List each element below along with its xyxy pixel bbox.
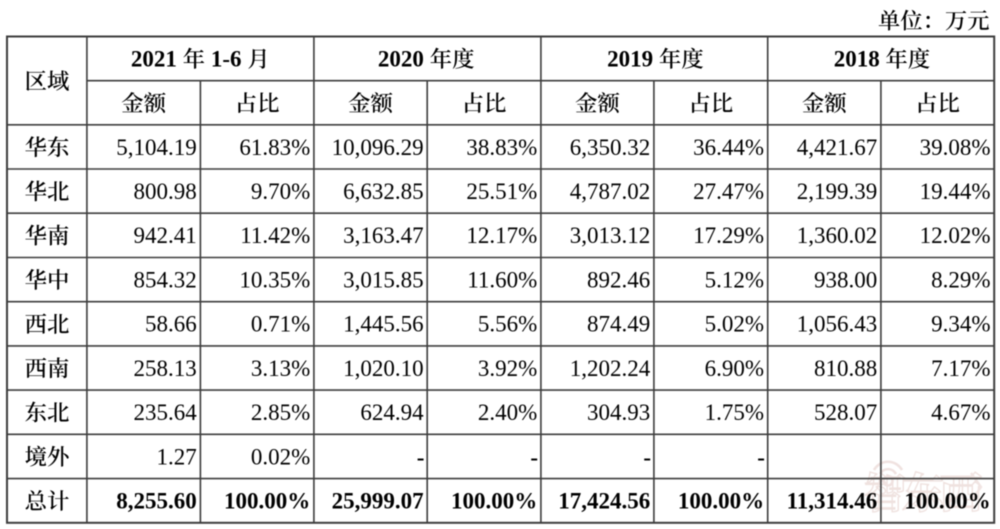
svg-text:874.49: 874.49 — [587, 312, 650, 337]
svg-text:528.07: 528.07 — [814, 400, 877, 425]
svg-text:6.90%: 6.90% — [705, 356, 764, 381]
svg-text:2018: 2018 — [834, 47, 886, 72]
svg-text:3,013.12: 3,013.12 — [570, 223, 651, 248]
svg-text:11,314.46: 11,314.46 — [787, 489, 878, 514]
svg-text:2019: 2019 — [607, 47, 659, 72]
svg-text:5.56%: 5.56% — [478, 312, 537, 337]
svg-text:1,445.56: 1,445.56 — [343, 312, 424, 337]
svg-text:36.44%: 36.44% — [693, 135, 764, 160]
svg-text:2020: 2020 — [378, 47, 430, 72]
svg-text:1.27: 1.27 — [157, 444, 197, 469]
svg-text:1-6: 1-6 — [205, 47, 247, 72]
svg-text:1.75%: 1.75% — [705, 400, 764, 425]
svg-text:304.93: 304.93 — [587, 400, 650, 425]
svg-text:11.60%: 11.60% — [467, 268, 537, 293]
svg-text:-: - — [530, 445, 538, 470]
svg-text:6,632.85: 6,632.85 — [343, 179, 424, 204]
svg-text:2.40%: 2.40% — [478, 400, 537, 425]
svg-text:624.94: 624.94 — [360, 400, 424, 425]
svg-text:4,421.67: 4,421.67 — [797, 135, 878, 160]
svg-text:3.13%: 3.13% — [251, 356, 310, 381]
svg-text:6,350.32: 6,350.32 — [570, 135, 651, 160]
svg-text:27.47%: 27.47% — [693, 179, 764, 204]
svg-text:58.66: 58.66 — [145, 312, 197, 337]
svg-text:1,056.43: 1,056.43 — [797, 312, 878, 337]
svg-text:17,424.56: 17,424.56 — [558, 489, 650, 514]
svg-text:12.02%: 12.02% — [920, 223, 991, 248]
svg-text:100.00%: 100.00% — [904, 489, 990, 514]
svg-text:-: - — [417, 445, 425, 470]
svg-text:10,096.29: 10,096.29 — [332, 135, 424, 160]
svg-text:258.13: 258.13 — [134, 356, 197, 381]
svg-text:2.85%: 2.85% — [251, 400, 310, 425]
svg-text:100.00%: 100.00% — [451, 489, 537, 514]
svg-text:25.51%: 25.51% — [466, 179, 537, 204]
svg-text:5.02%: 5.02% — [705, 312, 764, 337]
svg-text:3.92%: 3.92% — [478, 356, 537, 381]
svg-text:235.64: 235.64 — [134, 400, 198, 425]
svg-text:1,360.02: 1,360.02 — [797, 223, 878, 248]
svg-text:12.17%: 12.17% — [466, 223, 537, 248]
svg-text:8,255.60: 8,255.60 — [116, 489, 197, 514]
svg-text:854.32: 854.32 — [134, 268, 197, 293]
svg-text:3,015.85: 3,015.85 — [343, 268, 424, 293]
svg-text:4,787.02: 4,787.02 — [570, 179, 651, 204]
svg-text:2021: 2021 — [131, 47, 183, 72]
svg-text:0.71%: 0.71% — [251, 312, 310, 337]
svg-text:5,104.19: 5,104.19 — [116, 135, 197, 160]
svg-text:800.98: 800.98 — [134, 179, 197, 204]
svg-text:25,999.07: 25,999.07 — [332, 489, 424, 514]
svg-text:892.46: 892.46 — [587, 268, 650, 293]
svg-text:1,202.24: 1,202.24 — [570, 356, 651, 381]
svg-text:100.00%: 100.00% — [224, 489, 310, 514]
svg-text:100.00%: 100.00% — [678, 489, 764, 514]
svg-text:938.00: 938.00 — [814, 268, 877, 293]
svg-text:61.83%: 61.83% — [239, 135, 310, 160]
svg-text:8.29%: 8.29% — [931, 268, 990, 293]
svg-text:11.42%: 11.42% — [240, 223, 310, 248]
svg-text:9.70%: 9.70% — [251, 179, 310, 204]
svg-text:1,020.10: 1,020.10 — [343, 356, 424, 381]
svg-text:-: - — [757, 445, 765, 470]
svg-text:9.34%: 9.34% — [931, 312, 990, 337]
svg-text:3,163.47: 3,163.47 — [343, 223, 424, 248]
svg-text:4.67%: 4.67% — [931, 400, 990, 425]
svg-text:942.41: 942.41 — [134, 223, 197, 248]
svg-text:0.02%: 0.02% — [251, 444, 310, 469]
svg-text:17.29%: 17.29% — [693, 223, 764, 248]
svg-text:810.88: 810.88 — [814, 356, 877, 381]
svg-text:10.35%: 10.35% — [239, 268, 310, 293]
svg-text:39.08%: 39.08% — [920, 135, 991, 160]
svg-text:38.83%: 38.83% — [466, 135, 537, 160]
svg-text:19.44%: 19.44% — [920, 179, 991, 204]
svg-text:-: - — [643, 445, 651, 470]
svg-text:2,199.39: 2,199.39 — [797, 179, 878, 204]
svg-text:5.12%: 5.12% — [705, 268, 764, 293]
svg-text:7.17%: 7.17% — [931, 356, 990, 381]
